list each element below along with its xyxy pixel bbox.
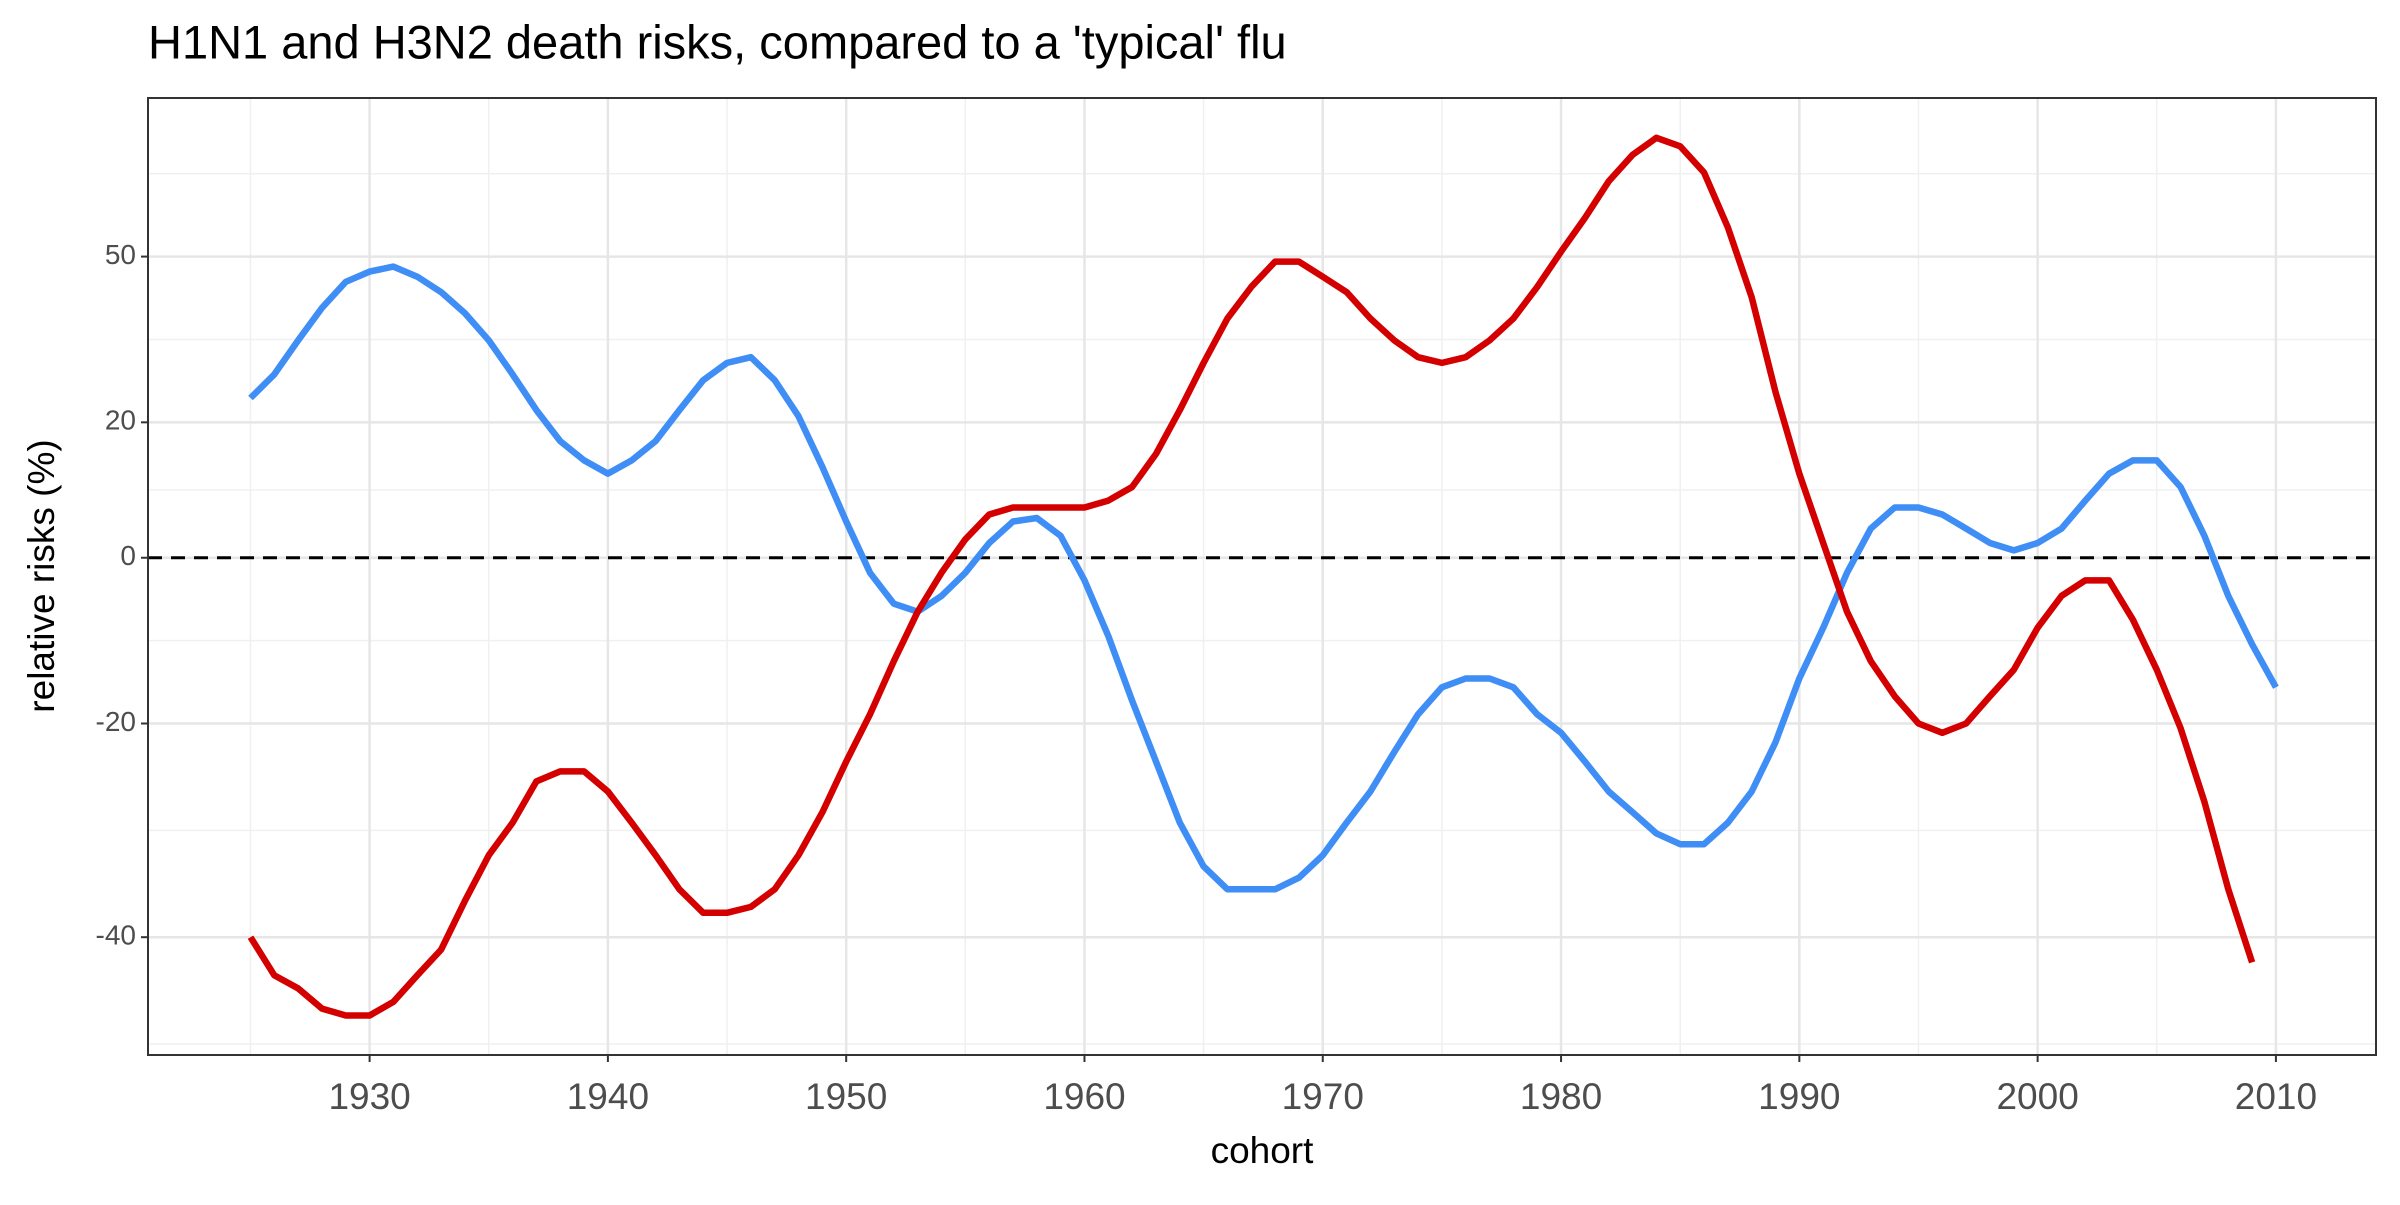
x-tick-label: 1930: [328, 1076, 410, 1117]
x-tick-label: 1990: [1758, 1076, 1840, 1117]
y-tick-label: 0: [120, 540, 136, 571]
chart-title: H1N1 and H3N2 death risks, compared to a…: [148, 15, 1287, 68]
y-tick-label: -20: [96, 706, 136, 737]
x-axis-title: cohort: [1211, 1130, 1315, 1171]
panel-border: [147, 97, 2377, 1056]
y-axis-title: relative risks (%): [21, 439, 62, 712]
x-tick-label: 2000: [1996, 1076, 2078, 1117]
x-tick-label: 1950: [805, 1076, 887, 1117]
data-line: [248, 263, 2279, 893]
x-tick-label: 1970: [1282, 1076, 1364, 1117]
x-tick-label: 1960: [1043, 1076, 1125, 1117]
x-tick-label: 2010: [2235, 1076, 2317, 1117]
y-tick-label: -40: [96, 920, 136, 951]
x-tick-label: 1980: [1520, 1076, 1602, 1117]
y-tick-label: 20: [105, 405, 136, 436]
y-tick-label: 50: [105, 239, 136, 270]
x-tick-label: 1940: [567, 1076, 649, 1117]
data-line: [247, 134, 2256, 1019]
